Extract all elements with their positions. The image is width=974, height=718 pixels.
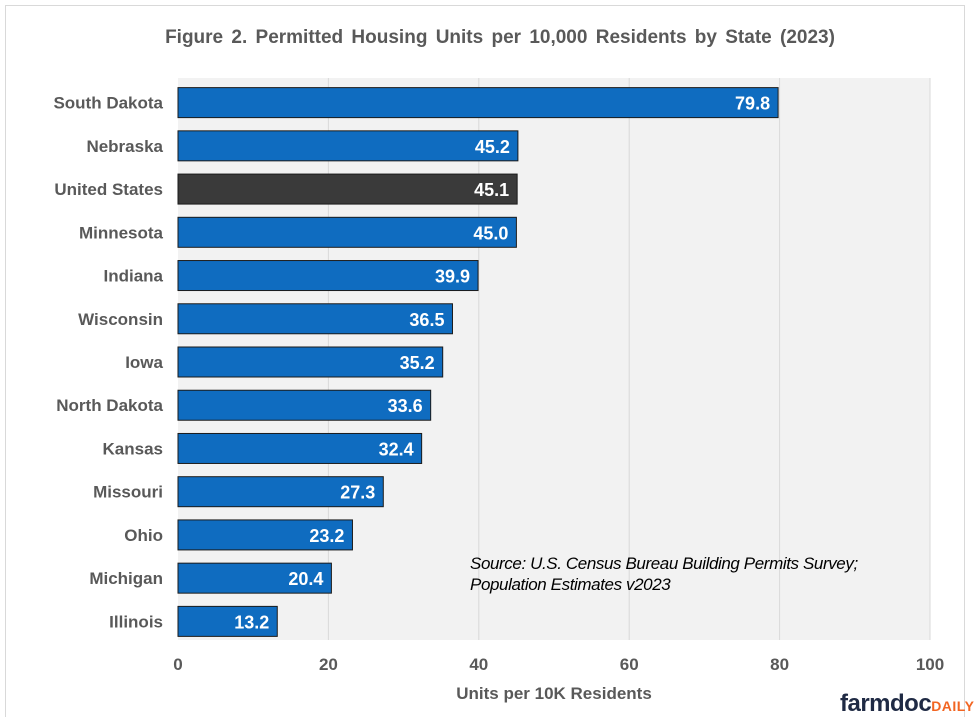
bar-6 xyxy=(177,346,444,378)
data-label-10: 23.2 xyxy=(309,526,344,546)
source-annotation: Source: U.S. Census Bureau Building Perm… xyxy=(470,554,858,594)
data-label-3: 45.0 xyxy=(473,223,508,243)
category-label-4: Indiana xyxy=(103,267,163,286)
data-label-5: 36.5 xyxy=(409,310,444,330)
bar-11 xyxy=(177,562,332,594)
x-tick-labels: 0 20 40 60 80 100 xyxy=(173,655,944,674)
data-label-4: 39.9 xyxy=(435,267,470,287)
bars: 79.8 45.2 45.1 45.0 39.9 36.5 35.2 33.6 32.4 27.3… xyxy=(177,87,779,637)
data-label-2: 45.1 xyxy=(474,180,509,200)
data-label-7: 33.6 xyxy=(388,396,423,416)
data-label-9: 27.3 xyxy=(340,483,375,503)
farmdoc-logo: farmdocDAILY xyxy=(840,690,974,718)
data-label-0: 79.8 xyxy=(735,94,770,114)
bar-10 xyxy=(177,519,353,551)
bar-0 xyxy=(177,87,779,119)
x-tick-0: 0 xyxy=(173,655,182,674)
bar-9 xyxy=(177,476,384,508)
category-label-2: United States xyxy=(54,180,163,199)
x-axis-label: Units per 10K Residents xyxy=(456,684,652,703)
category-label-0: South Dakota xyxy=(53,94,163,113)
data-label-1: 45.2 xyxy=(475,137,510,157)
category-label-5: Wisconsin xyxy=(78,310,163,329)
data-label-11: 20.4 xyxy=(288,569,323,589)
category-label-9: Missouri xyxy=(93,483,163,502)
category-label-3: Minnesota xyxy=(79,223,164,242)
x-tick-5: 100 xyxy=(916,655,944,674)
chart-frame xyxy=(5,5,965,717)
bar-3 xyxy=(177,216,517,248)
category-label-6: Iowa xyxy=(125,353,163,372)
category-label-12: Illinois xyxy=(109,612,163,631)
chart-title: Figure 2. Permitted Housing Units per 10… xyxy=(165,27,835,48)
logo-main-text: farmdoc xyxy=(840,690,932,717)
category-label-8: Kansas xyxy=(103,439,163,458)
data-label-8: 32.4 xyxy=(379,439,414,459)
category-label-1: Nebraska xyxy=(86,137,163,156)
category-labels: South Dakota Nebraska United States Minneso… xyxy=(53,94,163,632)
logo-accent-text: DAILY xyxy=(931,698,974,714)
bar-7 xyxy=(177,389,432,421)
x-tick-4: 80 xyxy=(770,655,789,674)
bar-1 xyxy=(177,130,519,162)
category-label-7: North Dakota xyxy=(56,396,163,415)
x-tick-2: 40 xyxy=(469,655,488,674)
bar-4 xyxy=(177,260,479,292)
bar-12 xyxy=(177,605,278,637)
bar-2 xyxy=(177,173,518,205)
x-tick-3: 60 xyxy=(620,655,639,674)
bar-5 xyxy=(177,303,453,335)
data-label-6: 35.2 xyxy=(400,353,435,373)
data-label-12: 13.2 xyxy=(234,612,269,632)
x-tick-1: 20 xyxy=(319,655,338,674)
bar-8 xyxy=(177,432,423,464)
category-label-10: Ohio xyxy=(124,526,163,545)
category-label-11: Michigan xyxy=(89,569,163,588)
